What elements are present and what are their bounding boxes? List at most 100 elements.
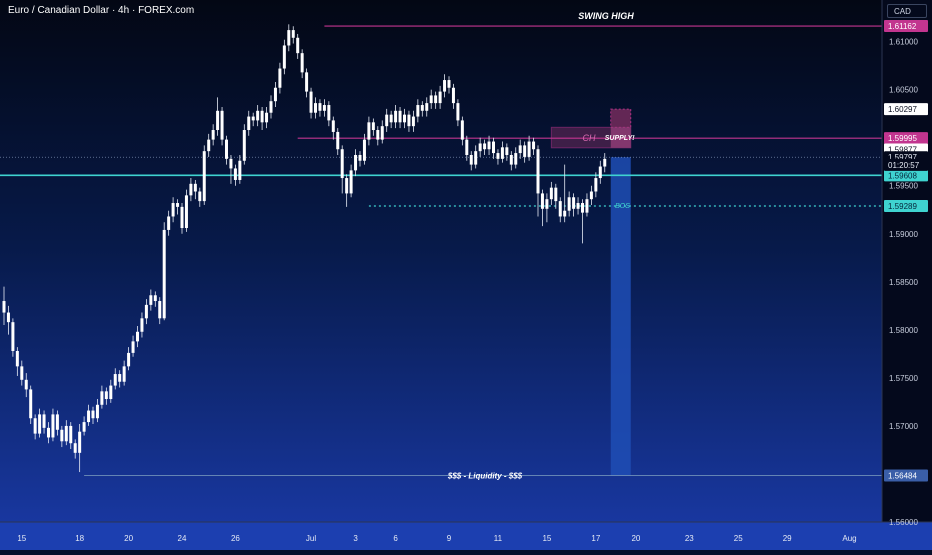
candle-bull [527, 141, 531, 157]
candle-bear [153, 295, 157, 302]
time-tick-label: 25 [734, 534, 743, 543]
candle-bear [447, 80, 451, 88]
candle-bull [273, 87, 277, 102]
zones-layer [550, 108, 632, 476]
candle-bear [198, 191, 202, 202]
candle-bear [523, 145, 527, 157]
candle-bull [162, 229, 166, 319]
swing-high-label: SWING HIGH [578, 11, 634, 21]
candle-bear [20, 366, 24, 380]
price-tag-swing-high: 1.61162 [888, 22, 917, 31]
candle-bull [113, 374, 117, 386]
candle-bear [55, 414, 59, 430]
candle-bull [216, 110, 220, 131]
candle-bear [331, 120, 335, 132]
time-tick-label: 18 [75, 534, 84, 543]
price-tag-bos-line-bg [884, 200, 928, 213]
price-tick-label: 1.56000 [889, 518, 918, 527]
price-tick-label: 1.57000 [889, 422, 918, 431]
candle-bear [176, 203, 180, 207]
time-tick-label: 29 [783, 534, 792, 543]
candle-bear [532, 141, 536, 150]
candle-bear [158, 301, 162, 319]
candle-bear [496, 153, 500, 159]
candle-bull [567, 197, 571, 211]
liquidity-label: $$$ - Liquidity - $$$ [447, 471, 523, 480]
candle-bull [189, 183, 193, 196]
candle-bear [340, 149, 344, 179]
time-tick-label: 24 [178, 534, 187, 543]
candle-bear [220, 110, 224, 140]
candle-bull [202, 151, 206, 202]
candle-bull [549, 187, 553, 200]
candle-bear [540, 193, 544, 209]
bos-label: BOS [615, 203, 630, 210]
price-tag-supply-line: 1.59995 [888, 134, 917, 143]
candle-bull [349, 170, 353, 194]
candle-bear [309, 91, 313, 113]
time-tick-label: 20 [631, 534, 640, 543]
price-tick-label: 1.58500 [889, 278, 918, 287]
candle-bear [469, 154, 473, 165]
candle-bull [95, 404, 99, 419]
stop-zone [610, 108, 632, 128]
time-tick-label: 9 [447, 534, 452, 543]
candle-bull [380, 126, 384, 140]
candle-bear [251, 116, 255, 121]
price-tick-label: 1.61000 [889, 38, 918, 47]
currency-badge[interactable]: CAD [887, 4, 927, 18]
candle-bear [327, 105, 331, 121]
candle-bear [389, 114, 393, 123]
time-tick-label: 11 [494, 534, 503, 543]
candle-bear [376, 130, 380, 140]
candle-bull [184, 195, 188, 229]
price-tick-label: 1.59500 [889, 182, 918, 191]
candle-bear [305, 72, 309, 92]
candle-bull [563, 210, 567, 217]
candle-bull [38, 414, 42, 434]
candle-bear [492, 141, 495, 154]
candle-bear [193, 183, 197, 192]
candle-bull [598, 166, 602, 179]
candle-bull [256, 110, 260, 121]
candle-bear [225, 139, 228, 159]
time-tick-label: 15 [17, 534, 26, 543]
price-axis-panel [882, 0, 932, 522]
annotation-labels-layer: SWING HIGH BOS $$$ - Liquidity - $$$ CH SUPP… [447, 11, 635, 480]
price-tag-swing-high-bg [884, 20, 928, 33]
price-tag-1: 1.59877 [888, 146, 917, 155]
candle-bull [82, 422, 86, 432]
candle-bear [554, 187, 558, 202]
candles-layer [2, 24, 607, 473]
candle-bear [73, 443, 77, 453]
candle-bear [456, 103, 460, 121]
candle-bull [585, 199, 589, 213]
candle-bull [149, 295, 153, 305]
candle-bear [536, 149, 540, 194]
candle-bull [122, 366, 126, 382]
candle-bear [42, 414, 46, 428]
candle-bear [581, 203, 584, 213]
candle-bull [589, 191, 593, 200]
price-tag-0: 1.60297 [888, 105, 917, 114]
time-tick-label: 26 [231, 534, 240, 543]
candle-bear [558, 201, 562, 217]
price-tag-liquidity-line: 1.56484 [888, 471, 917, 480]
candle-bull [411, 116, 415, 127]
candle-bull [144, 304, 148, 319]
candle-bull [127, 352, 131, 367]
candle-bull [403, 114, 406, 123]
candle-bull [282, 45, 286, 69]
candle-bull [51, 414, 55, 438]
price-tag-2: 1.59797 [888, 153, 917, 162]
price-tag-3: 01:20:57 [888, 161, 920, 170]
candle-bear [358, 154, 362, 161]
candle-bear [180, 206, 184, 229]
candle-bull [518, 145, 522, 154]
candle-bear [483, 143, 487, 150]
candle-bull [265, 112, 269, 123]
candle-bear [60, 429, 64, 442]
